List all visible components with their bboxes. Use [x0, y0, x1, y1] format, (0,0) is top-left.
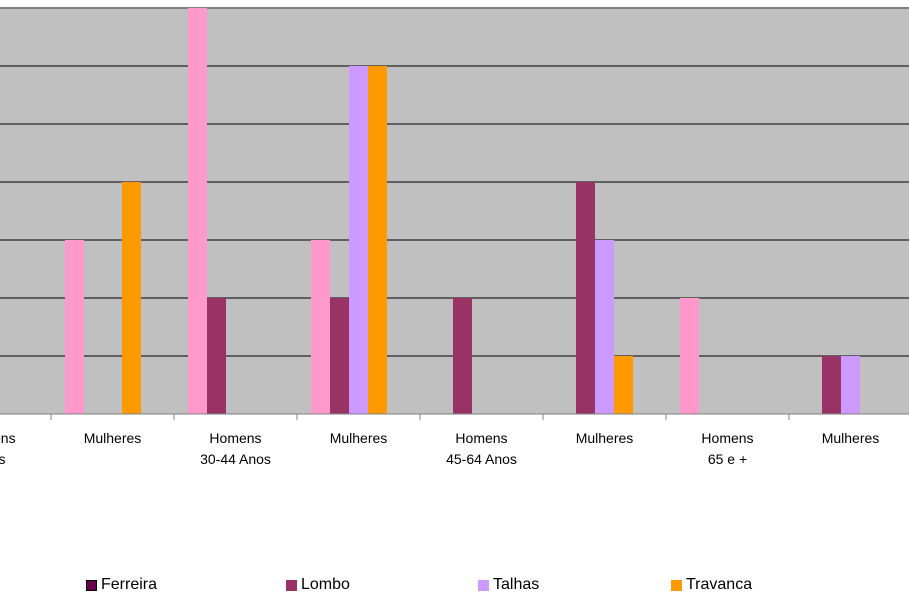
legend-item-ferreira: Ferreira: [86, 576, 157, 594]
legend-label-ferreira: Ferreira: [101, 576, 158, 593]
category-label: 30-44 Anos: [200, 451, 271, 467]
bar-ferreira-2: [188, 8, 207, 414]
category-label: Mulheres: [84, 430, 142, 446]
legend-label-talhas: Talhas: [493, 576, 540, 593]
bars: [65, 8, 860, 414]
category-label: Mulheres: [822, 430, 880, 446]
bar-lombo-2: [207, 298, 226, 414]
legend-item-talhas: Talhas: [478, 576, 539, 594]
legend-item-travanca: Travanca: [671, 576, 752, 594]
bar-lombo-5: [576, 182, 595, 414]
bar-travanca-1: [122, 182, 141, 414]
legend-swatch-lombo: [286, 579, 297, 591]
legend-swatch-talhas: [478, 579, 489, 591]
category-label: Homens: [0, 430, 16, 446]
bar-talhas-5: [595, 240, 614, 414]
bar-ferreira-3: [311, 240, 330, 414]
legend-swatch-ferreira: [86, 579, 97, 591]
legend-item-lombo: Lombo: [286, 576, 350, 594]
legend: Ferreira Lombo Talhas Travanca: [0, 576, 909, 600]
category-label: Mulheres: [330, 430, 388, 446]
legend-label-lombo: Lombo: [301, 576, 350, 593]
bar-lombo-7: [822, 356, 841, 414]
bar-ferreira-1: [65, 240, 84, 414]
bar-lombo-4: [453, 298, 472, 414]
bar-travanca-5: [614, 356, 633, 414]
category-label: Homens: [455, 430, 507, 446]
bar-talhas-7: [841, 356, 860, 414]
category-label: 45-64 Anos: [446, 451, 517, 467]
category-label: Homens: [701, 430, 753, 446]
bar-lombo-3: [330, 298, 349, 414]
category-label: 65 e +: [708, 451, 747, 467]
category-label: Anos: [0, 451, 5, 467]
category-labels: Homens Anos Mulheres Homens 30-44 Anos Mulher…: [0, 430, 879, 467]
bar-talhas-3: [349, 66, 368, 414]
category-label: Mulheres: [576, 430, 634, 446]
legend-label-travanca: Travanca: [686, 576, 753, 593]
bar-travanca-3: [368, 66, 387, 414]
category-label: Homens: [209, 430, 261, 446]
legend-swatch-travanca: [671, 579, 682, 591]
bar-ferreira-6: [680, 298, 699, 414]
x-axis-ticks: [50, 414, 790, 420]
